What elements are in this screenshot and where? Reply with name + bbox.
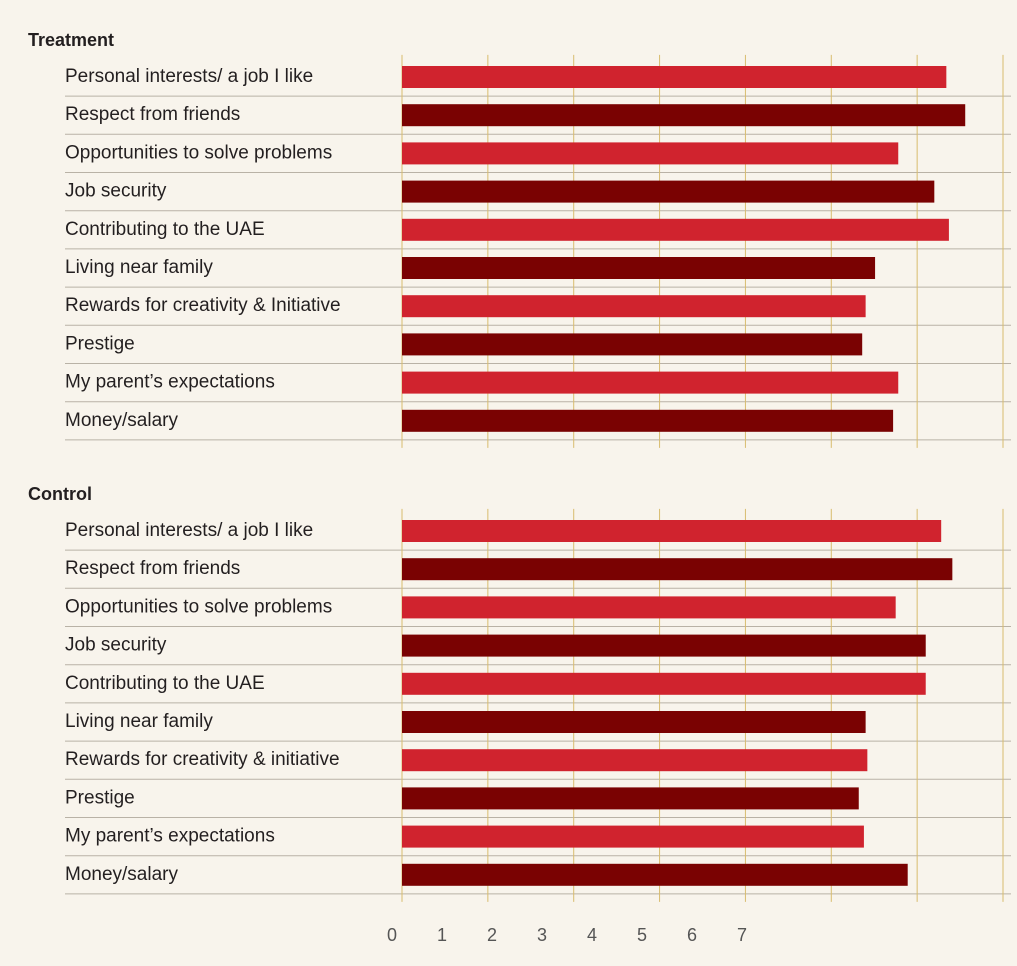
bar: [402, 218, 949, 241]
category-label: Money/salary: [65, 864, 178, 885]
x-tick-label: 7: [737, 925, 747, 945]
category-label: Living near family: [65, 257, 213, 278]
category-label: Respect from friends: [65, 104, 240, 125]
x-tick-label: 5: [637, 925, 647, 945]
category-label: Prestige: [65, 787, 135, 808]
category-label: Contributing to the UAE: [65, 219, 265, 240]
bar: [402, 634, 926, 657]
bar: [402, 558, 953, 581]
panel-title: Treatment: [28, 30, 114, 50]
bar: [402, 409, 894, 432]
category-label: Prestige: [65, 333, 135, 354]
category-label: Money/salary: [65, 410, 178, 431]
category-label: My parent’s expectations: [65, 372, 275, 393]
category-label: Personal interests/ a job I like: [65, 66, 313, 87]
category-label: Living near family: [65, 711, 213, 732]
panel-title: Control: [28, 484, 92, 504]
category-label: Rewards for creativity & initiative: [65, 749, 340, 770]
bar: [402, 787, 859, 810]
bar: [402, 180, 935, 203]
x-tick-label: 2: [487, 925, 497, 945]
category-label: Opportunities to solve problems: [65, 596, 332, 617]
x-tick-label: 4: [587, 925, 597, 945]
bar: [402, 749, 868, 772]
bar: [402, 596, 896, 619]
bar: [402, 66, 947, 88]
category-label: Job security: [65, 181, 167, 202]
x-tick-label: 0: [387, 925, 397, 945]
category-label: Opportunities to solve problems: [65, 142, 332, 163]
category-label: My parent’s expectations: [65, 826, 275, 847]
bar: [402, 825, 864, 848]
category-label: Contributing to the UAE: [65, 673, 265, 694]
bar: [402, 295, 866, 318]
category-label: Personal interests/ a job I like: [65, 520, 313, 541]
bar: [402, 863, 908, 886]
bar: [402, 257, 876, 279]
category-label: Job security: [65, 635, 167, 656]
bar: [402, 371, 899, 394]
bar: [402, 104, 966, 127]
x-tick-label: 1: [437, 925, 447, 945]
bar: [402, 333, 863, 356]
bar: [402, 520, 942, 542]
category-label: Rewards for creativity & Initiative: [65, 295, 341, 316]
category-label: Respect from friends: [65, 558, 240, 579]
bar: [402, 142, 899, 165]
bar: [402, 711, 866, 733]
x-tick-label: 3: [537, 925, 547, 945]
x-tick-label: 6: [687, 925, 697, 945]
bar: [402, 672, 926, 695]
